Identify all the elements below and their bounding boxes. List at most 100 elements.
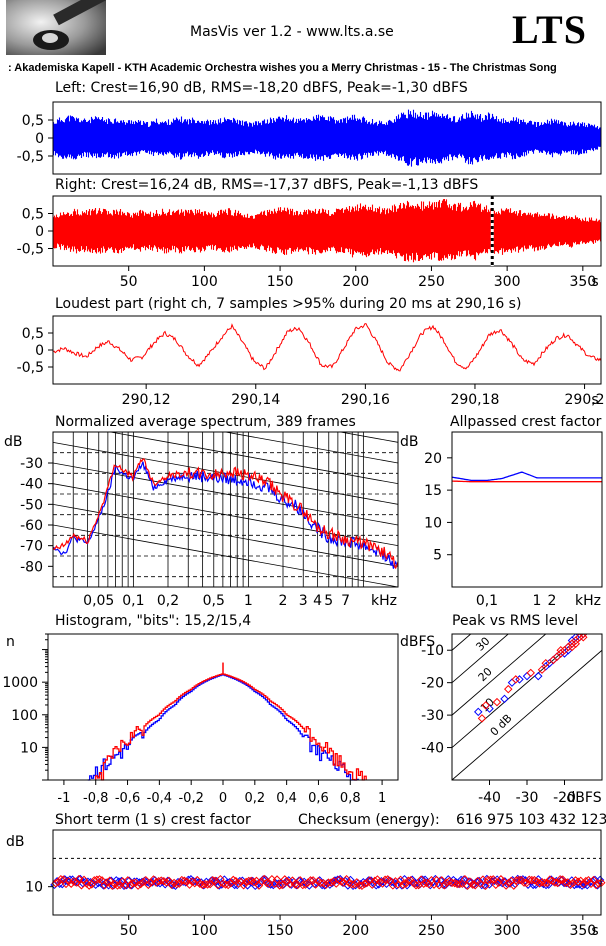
checksum-label: Checksum (energy): <box>298 812 440 828</box>
short-term-point-right <box>579 879 588 889</box>
short-term-point-right <box>509 881 519 890</box>
short-term-point-right <box>277 880 287 890</box>
short-term-point-right <box>481 881 490 891</box>
short-term-point-right <box>352 878 362 887</box>
histogram-xtick-label: -0,6 <box>115 791 140 806</box>
short-term-point-right <box>306 876 315 885</box>
allpassed-xunit-label: kHz <box>575 593 601 609</box>
histogram-ylabel: n <box>6 634 15 650</box>
left-waveform-title: Left: Crest=16,90 dB, RMS=-18,20 dBFS, P… <box>55 80 468 96</box>
loudest-part-xtick-label: 290,2 <box>565 392 605 408</box>
checksum-value: 616 975 103 432 123 <box>456 812 606 828</box>
short-term-xtick-label: 50 <box>120 923 138 939</box>
short-term-point-right <box>558 875 567 884</box>
loudest-part-ytick-label: 0 <box>35 343 44 359</box>
short-term-point-right <box>368 880 377 889</box>
short-term-point-right <box>288 876 297 885</box>
allpassed-ytick-label: 5 <box>433 548 442 564</box>
allpassed-xtick-label: 0,1 <box>476 593 498 609</box>
spectrum-grid <box>53 432 398 587</box>
short-term-point-right <box>193 875 202 885</box>
app-title: MasVis ver 1.2 - www.lts.a.se <box>190 24 394 40</box>
short-term-point-right <box>100 881 109 890</box>
histogram-xtick-label: 1 <box>378 791 386 806</box>
short-term-point-right <box>79 875 89 885</box>
spectrum-xtick-label: 0,5 <box>203 593 225 609</box>
peak-rms-point-left <box>474 707 483 717</box>
spectrum-ylabel: dB <box>4 434 23 450</box>
peak-rms-ytick-label: -40 <box>421 741 444 757</box>
histogram-xtick-label: -0,4 <box>147 791 172 806</box>
short-term-point-right <box>540 878 549 888</box>
histogram-series-right <box>95 673 367 781</box>
peak-rms-point-left <box>500 694 509 704</box>
short-term-crest-title: Short term (1 s) crest factor <box>55 812 251 828</box>
peak-rms-xtick-label: -40 <box>478 790 501 806</box>
loudest-part-ytick-label: 0,5 <box>22 326 44 342</box>
short-term-point-right <box>373 875 382 884</box>
peak-vs-rms-title: Peak vs RMS level <box>452 613 579 629</box>
short-term-point-right <box>584 875 593 885</box>
spectrum-ytick-label: -50 <box>20 497 43 513</box>
peak-rms-point-right <box>481 701 490 710</box>
header: MasVis ver 1.2 - www.lts.a.se LTS <box>0 0 606 56</box>
spectrum-xtick-label: 0,1 <box>122 593 144 609</box>
short-term-point-right <box>357 881 367 890</box>
short-term-point-right <box>522 878 531 888</box>
short-term-point-right <box>136 879 145 889</box>
spectrum-chart: -30 -40 -50 -60 -70 -80 0,05 0,1 0,2 0,5 1 2 3 4 5 7 kHz <box>20 431 399 609</box>
spectrum-xtick-label: 2 <box>279 593 288 609</box>
right-waveform-series-right <box>52 198 602 263</box>
spectrum-xtick-label: 7 <box>341 593 350 609</box>
allpassed-ytick-label: 10 <box>424 515 442 531</box>
peak-rms-crest-label: 30 <box>473 635 492 654</box>
peak-rms-ytick-label: -30 <box>421 708 444 724</box>
short-term-point-right <box>280 875 290 884</box>
peak-rms-point-right <box>541 658 550 668</box>
histogram-frame <box>47 633 399 781</box>
histogram-xtick-label: 0 <box>219 791 227 806</box>
track-title: : Akademiska Kapell - KTH Academic Orche… <box>0 56 600 74</box>
short-term-point-right <box>74 874 84 884</box>
histogram-xtick-label: -1 <box>57 791 70 806</box>
allpassed-series-left <box>451 471 602 482</box>
short-term-point-right <box>144 880 153 890</box>
right-waveform-xtick-label: 300 <box>494 274 521 290</box>
short-term-point-right <box>378 879 387 888</box>
peak-rms-ytick-label: -10 <box>421 643 444 659</box>
peak-rms-crest-line <box>452 634 547 716</box>
spectrum-ytick-label: -30 <box>20 456 43 472</box>
spectrum-slope-line <box>53 462 398 526</box>
allpassed-ytick-label: 20 <box>424 451 442 467</box>
short-term-point-right <box>555 875 565 884</box>
spectrum-series-right <box>53 458 398 570</box>
right-waveform-xtick-label: 350 <box>569 274 596 290</box>
spectrum-xtick-label: 1 <box>244 593 253 609</box>
short-term-xtick-label: 250 <box>418 923 445 939</box>
peak-rms-point-left <box>534 671 543 681</box>
short-term-point-right <box>138 877 148 887</box>
short-term-point-right <box>576 876 585 886</box>
short-term-point-right <box>239 881 248 890</box>
loudest-part-ytick-label: -0,5 <box>17 360 44 376</box>
peak-rms-xunit-label: dBFS <box>566 790 601 806</box>
histogram-xtick-label: 0,8 <box>340 791 361 806</box>
peak-rms-crest-label: 0 dB <box>488 712 515 739</box>
short-term-xunit-label: s <box>591 923 598 939</box>
peak-rms-ytick-label: -20 <box>421 676 444 692</box>
short-term-point-right <box>465 877 475 887</box>
short-term-point-right <box>496 875 506 884</box>
short-term-point-right <box>597 878 606 887</box>
peak-rms-crest-line <box>452 634 509 684</box>
spectrum-xtick-label: 5 <box>324 593 333 609</box>
brand-logo-text: LTS <box>512 7 587 52</box>
spectrum-xtick-label: 0,2 <box>157 593 179 609</box>
spectrum-xtick-label: 3 <box>299 593 308 609</box>
peak-rms-point-left <box>522 671 532 681</box>
short-term-point-right <box>440 880 449 890</box>
right-waveform-xtick-label: 250 <box>418 274 445 290</box>
short-term-point-right <box>301 880 310 889</box>
short-term-point-right <box>566 880 575 890</box>
short-term-point-right <box>182 877 192 886</box>
